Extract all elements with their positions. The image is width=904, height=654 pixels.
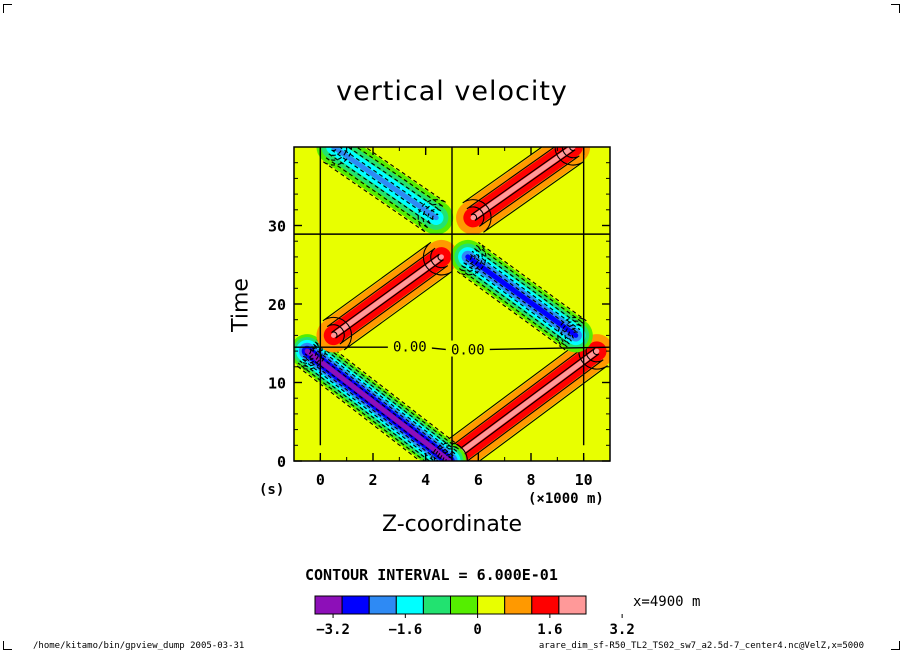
y-tick-label: 30 xyxy=(268,218,286,236)
zero-contour-line xyxy=(483,346,610,351)
footer-path: /home/kitamo/bin/gpview_dump 2005-03-31 xyxy=(33,641,245,651)
contour-label-bg xyxy=(445,340,490,357)
contour-line xyxy=(456,241,587,351)
footer-file: arare_dim_sf-R50_TL2_TS02_sw7_a2.5d-7_ce… xyxy=(538,641,864,651)
contour-label: 0.00 xyxy=(393,339,427,355)
contour-label-bg xyxy=(387,337,432,354)
corner-mark-bottom-right xyxy=(891,641,900,650)
x-tick-label: 2 xyxy=(368,471,377,489)
corner-mark-bottom-left xyxy=(3,641,12,650)
contour-line xyxy=(466,147,580,227)
contour-fill-level xyxy=(470,147,576,221)
contour-fill-level xyxy=(446,348,600,461)
colorbar-tick-label: 1.6 xyxy=(537,622,562,638)
contour-line xyxy=(331,147,439,221)
contour-band-positive xyxy=(456,147,591,235)
contour-line xyxy=(301,343,456,461)
x-tick-label: 4 xyxy=(421,471,430,489)
colorbar-swatch xyxy=(395,595,424,615)
contour-fill-level xyxy=(304,348,452,461)
colorbar-swatch xyxy=(558,595,587,615)
contour-line xyxy=(463,250,581,342)
x-tick-label: 8 xyxy=(526,471,535,489)
colorbar-swatch xyxy=(314,595,343,615)
corner-mark-top-left xyxy=(3,4,12,13)
contour-band-positive xyxy=(316,239,459,353)
colorbar-swatch xyxy=(422,595,451,615)
contour-interval-text: CONTOUR INTERVAL = 6.000E-01 xyxy=(305,566,558,584)
y-tick-label: 0 xyxy=(277,453,286,471)
contour-line xyxy=(470,147,576,221)
slice-location: x=4900 m xyxy=(633,594,701,610)
contour-line xyxy=(297,338,459,461)
x-axis-unit: (×1000 m) xyxy=(528,491,604,507)
contour-line xyxy=(322,241,453,351)
colorbar-swatch xyxy=(450,595,479,615)
colorbar-tick-label: 3.2 xyxy=(609,622,634,638)
contour-line xyxy=(331,253,444,339)
contour-band-negative xyxy=(316,147,454,235)
y-tick-label: 10 xyxy=(268,375,286,393)
colorbar-tick-label: −1.6 xyxy=(388,622,422,638)
chart-title: vertical velocity xyxy=(336,76,568,107)
y-tick-label: 20 xyxy=(268,296,286,314)
y-axis-unit: (s) xyxy=(259,482,285,498)
contour-fill-level xyxy=(465,254,579,338)
contour-line xyxy=(465,253,579,339)
x-tick-label: 10 xyxy=(575,471,593,489)
colorbar-swatch xyxy=(531,595,560,615)
contour-band-negative xyxy=(450,239,593,353)
contour-line xyxy=(325,147,444,229)
corner-mark-top-right xyxy=(891,4,900,13)
contour-line xyxy=(461,247,583,345)
colorbar-tick-label: −3.2 xyxy=(316,622,350,638)
contour-line xyxy=(302,345,454,461)
x-axis-label: Z-coordinate xyxy=(382,512,522,537)
colorbar-swatch xyxy=(341,595,370,615)
contour-fill-level xyxy=(331,147,439,221)
contour-label: 0.00 xyxy=(451,343,485,359)
colorbar-swatch xyxy=(368,595,397,615)
x-tick-label: 0 xyxy=(316,471,325,489)
contour-fill-level xyxy=(331,254,444,338)
x-tick-label: 6 xyxy=(474,471,483,489)
contour-line xyxy=(462,147,584,233)
colorbar-swatch xyxy=(477,595,506,615)
contour-line xyxy=(328,147,442,225)
colorbar-swatch xyxy=(504,595,533,615)
colorbar-tick-label: 0 xyxy=(473,622,481,638)
contour-band-negative xyxy=(294,334,467,461)
